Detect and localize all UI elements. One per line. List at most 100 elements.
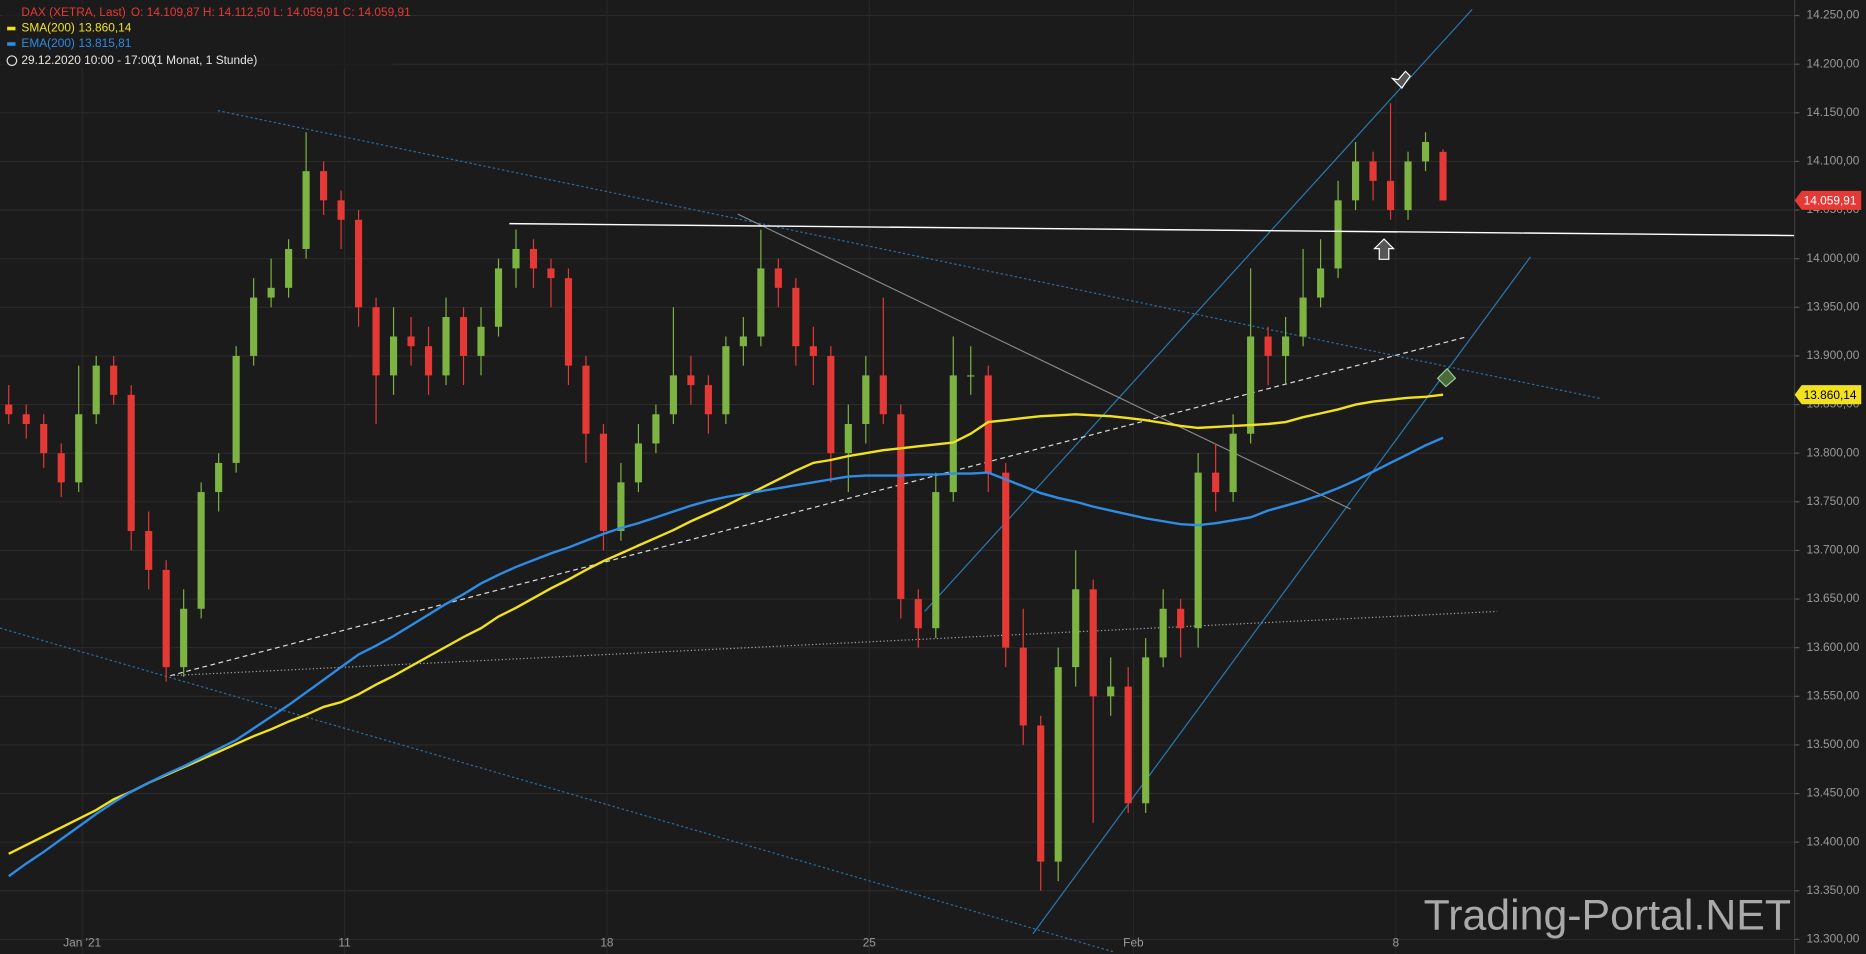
candle-body <box>389 336 398 376</box>
candle-body <box>1054 667 1062 862</box>
candle-body <box>57 453 65 483</box>
candle-body <box>547 268 555 279</box>
y-tick-label: 13.900,00 <box>1806 348 1859 362</box>
candle-body <box>1264 336 1272 356</box>
candle-body <box>1142 657 1150 804</box>
candle-body <box>529 248 538 269</box>
candle-body <box>1317 268 1325 298</box>
candle-body <box>1107 686 1115 697</box>
candle-body <box>687 375 695 386</box>
candle-body <box>1421 141 1430 162</box>
arrow-icon <box>1390 70 1411 89</box>
x-tick-label: Feb <box>1123 935 1144 949</box>
candle-body <box>494 268 503 327</box>
candle-body <box>827 355 835 454</box>
candle-body <box>354 219 363 308</box>
candle-body <box>110 365 118 395</box>
candle-body <box>250 297 258 356</box>
y-tick-label: 14.000,00 <box>1806 251 1859 265</box>
y-tick-label: 14.200,00 <box>1806 56 1859 70</box>
candle-body <box>1037 725 1045 862</box>
candle-body <box>285 248 293 288</box>
candle-body <box>1194 472 1202 629</box>
trend-line <box>737 213 1351 510</box>
candle-body <box>722 346 730 415</box>
candle-body <box>1019 647 1027 726</box>
candle-body <box>652 414 660 444</box>
y-tick-label: 13.350,00 <box>1806 883 1859 897</box>
candle-body <box>1072 589 1080 668</box>
candle-body <box>862 375 870 424</box>
resistance-line <box>509 222 1795 237</box>
candle-body <box>372 307 380 376</box>
x-tick-label: 25 <box>863 935 877 949</box>
y-tick-label: 13.300,00 <box>1806 932 1859 946</box>
candle-body <box>267 287 275 298</box>
candle-body <box>477 326 485 356</box>
candle-body <box>1089 589 1097 697</box>
indicator-line <box>8 393 1444 855</box>
y-tick-label: 13.750,00 <box>1806 494 1859 508</box>
y-tick-label: 14.150,00 <box>1806 105 1859 119</box>
candle-body <box>932 492 940 629</box>
candle-body <box>599 433 608 531</box>
candle-body <box>302 171 310 249</box>
y-tick-label: 13.950,00 <box>1806 299 1859 313</box>
y-tick-label: 14.100,00 <box>1806 154 1859 168</box>
legend-label: DAX (XETRA, Last) <box>21 5 125 19</box>
arrow-icon <box>1436 367 1457 388</box>
candle-body <box>459 317 468 356</box>
legend-swatch <box>7 26 16 31</box>
candle-body <box>197 492 205 609</box>
candle-body <box>232 355 240 463</box>
price-tag-label: 14.059,91 <box>1804 194 1857 208</box>
candle-body <box>1177 608 1185 629</box>
info-period: 29.12.2020 10:00 - 17:00 <box>21 53 154 67</box>
watermark: Trading-Portal.NET <box>1424 892 1791 940</box>
candle-body <box>1439 151 1447 201</box>
candle-body <box>40 424 48 454</box>
price-tag <box>1794 190 1862 210</box>
trend-line <box>217 110 1601 400</box>
price-tag <box>1794 385 1862 405</box>
candle-body <box>1404 161 1412 211</box>
candle-body <box>92 365 100 415</box>
y-tick-label: 13.450,00 <box>1806 786 1859 800</box>
y-tick-label: 13.400,00 <box>1806 834 1859 848</box>
candle-body <box>1282 336 1290 356</box>
candle-body <box>337 200 345 220</box>
x-tick-label: 18 <box>600 935 614 949</box>
candle-body <box>75 414 83 483</box>
candle-body <box>5 404 13 415</box>
legend-label: EMA(200) <box>21 36 75 50</box>
candle-body <box>145 530 153 570</box>
candle-body <box>949 375 957 493</box>
candle-body <box>792 287 800 347</box>
legend-value: 13.860,14 <box>79 21 132 35</box>
candle-body <box>582 365 590 434</box>
y-tick-label: 13.550,00 <box>1806 688 1859 702</box>
candle-body <box>1334 200 1342 269</box>
candle-body <box>634 443 642 483</box>
marks <box>5 103 1447 891</box>
candle-body <box>774 268 782 288</box>
candle-body <box>1369 161 1377 181</box>
channel-line <box>924 9 1473 612</box>
y-tick-label: 13.500,00 <box>1806 737 1859 751</box>
x-tick-label: 11 <box>338 935 351 949</box>
candle-body <box>180 608 188 668</box>
y-tick-label: 13.700,00 <box>1806 543 1859 557</box>
legend-swatch <box>7 42 16 46</box>
y-tick-label: 14.250,00 <box>1806 8 1859 22</box>
legend-label: SMA(200) <box>21 21 75 35</box>
candle-body <box>127 394 135 531</box>
y-tick-label: 13.650,00 <box>1806 591 1859 605</box>
candle-body <box>1386 180 1395 211</box>
candle-body <box>984 375 992 473</box>
candle-body <box>809 346 817 356</box>
candle-body <box>704 385 712 415</box>
clock-icon <box>6 55 18 67</box>
y-tick-label: 13.600,00 <box>1806 640 1859 654</box>
trend-line <box>170 610 1498 677</box>
